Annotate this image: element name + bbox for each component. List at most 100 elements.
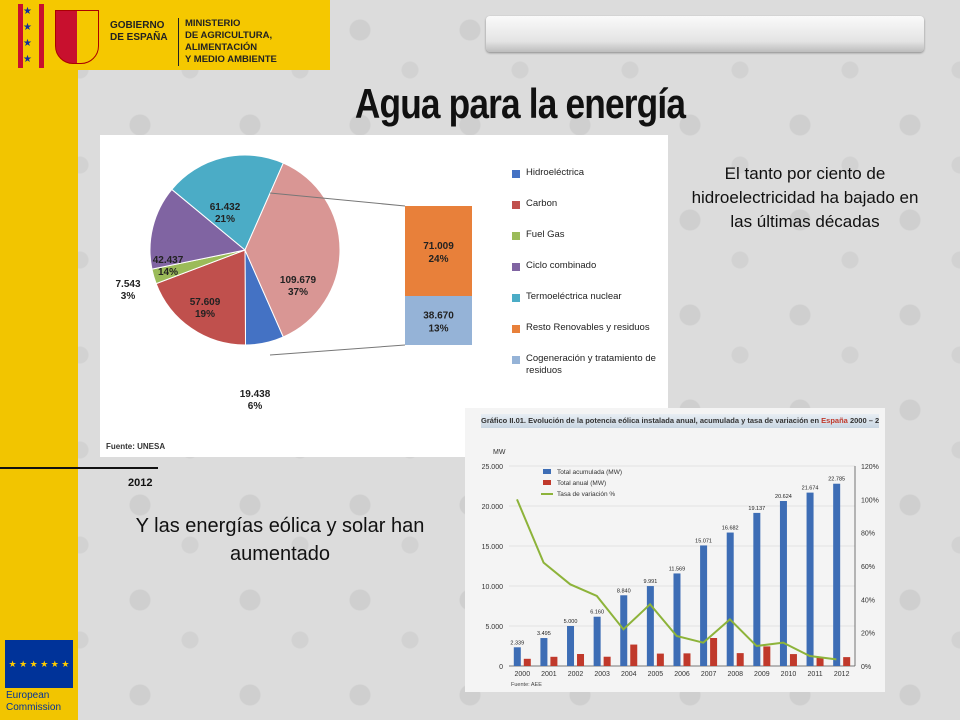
y2-tick-label: 60% [861,564,875,571]
bar-total-anual [603,656,611,666]
eu-label-line: Commission [6,702,62,713]
y2-tick-label: 0% [861,664,871,671]
breakout-segment [405,206,472,296]
legend-label: Ciclo combinado [526,260,597,271]
rate-line [516,498,837,661]
legend-swatch [512,356,520,364]
bar-data-label: 8.840 [617,588,631,594]
chart-title-years: 2000 – 2012 [849,416,879,425]
bar-total-acumulada [753,512,761,666]
x-tick-label: 2007 [701,671,717,678]
x-tick-label: 2001 [541,671,557,678]
bar-total-anual [843,657,851,666]
bar-data-label: 6.160 [590,610,604,616]
bar-total-anual [789,654,797,666]
wind-chart-title: Gráfico II.01. Evolución de la potencia … [481,414,879,428]
breakout-pct-label: 13% [428,323,448,334]
bar-total-anual [736,653,744,666]
legend-label: Total acumulada (MW) [557,469,622,476]
chart-source: Fuente: AEE [511,682,542,688]
bar-data-label: 9.991 [643,579,657,585]
pie-value-label: 19.438 [240,389,271,400]
x-tick-label: 2004 [621,671,637,678]
pie-pct-label: 37% [288,287,308,298]
slide-title: Agua para la energía [354,80,686,127]
y-tick-label: 5.000 [485,624,503,631]
star-icon: ★ [23,54,32,65]
bar-total-anual [656,653,664,666]
pie-pct-label: 21% [215,214,235,225]
bar-data-label: 3.495 [537,631,551,637]
bar-data-label: 20.624 [775,494,792,500]
pie-value-label: 57.609 [190,297,221,308]
bar-data-label: 15.071 [695,538,712,544]
eu-label-line: European [6,690,50,701]
bar-total-acumulada [593,616,601,666]
ministerio-line: MINISTERIO [185,18,241,29]
legend-label: Fuel Gas [526,229,565,240]
bar-total-acumulada [700,545,708,666]
hydro-note: El tanto por ciento de hidroelectricidad… [691,164,919,231]
x-tick-label: 2000 [515,671,531,678]
bar-total-acumulada [513,647,521,666]
divider-line [0,467,158,469]
y-axis-label: MW [493,449,506,456]
legend-swatch [543,469,551,474]
wind-solar-note: Y las energías eólica y solar han aument… [135,515,425,565]
bar-total-acumulada [673,573,681,666]
wind-chart-panel: Gráfico II.01. Evolución de la potencia … [465,408,885,692]
pie-pct-label: 19% [195,309,215,320]
ministerio-label: MINISTERIO DE AGRICULTURA, ALIMENTACIÓN … [178,18,330,66]
legend-swatch [512,294,520,302]
connector-line [269,192,406,207]
bar-data-label: 19.137 [748,506,765,512]
breakout-value-label: 71.009 [423,241,454,252]
bar-data-label: 2.339 [510,640,524,646]
y2-tick-label: 100% [861,497,879,504]
star-icon: ★ [23,38,32,49]
left-yellow-band [0,0,78,720]
gobierno-line: DE ESPAÑA [110,32,168,43]
bar-total-anual [763,646,771,666]
spain-flag-icon: ★ ★ ★ ★ [18,4,44,68]
bar-data-label: 16.682 [722,526,739,532]
legend-item: Carbon [512,198,668,229]
bar-total-acumulada [806,492,814,666]
bar-data-label: 21.674 [802,486,819,492]
gobierno-line: GOBIERNO [110,20,165,31]
x-tick-label: 2010 [781,671,797,678]
bar-total-acumulada [726,532,734,666]
pie-value-label: 7.543 [115,279,140,290]
x-tick-label: 2012 [834,671,850,678]
bar-total-acumulada [646,586,654,666]
x-tick-label: 2005 [648,671,664,678]
legend-swatch [512,325,520,333]
eu-stars-icon: ★ ★ ★ ★ ★ ★ [8,659,70,669]
legend-item: Hidroeléctrica [512,167,668,198]
chart-title-prefix: Gráfico II.01. [481,416,527,425]
bar-total-anual [577,654,585,666]
legend-item: Cogeneración y tratamiento de residuos [512,353,668,384]
x-tick-label: 2009 [754,671,770,678]
y-tick-label: 25.000 [482,464,504,471]
bar-total-anual [710,638,718,666]
bar-total-anual [523,658,531,666]
legend-label: Hidroeléctrica [526,167,585,178]
legend-label: Cogeneración y tratamiento de residuos [526,353,656,376]
legend-swatch [512,263,520,271]
legend-item: Fuel Gas [512,229,668,260]
breakout-value-label: 38.670 [423,310,454,321]
pie-source: Fuente: UNESA [106,442,166,451]
y2-tick-label: 20% [861,631,875,638]
x-tick-label: 2008 [727,671,743,678]
eu-flag-icon: ★ ★ ★ ★ ★ ★ [5,640,73,688]
wind-chart: MW 0 5.000 10.000 15.000 20.000 25.000 0% 20% 40%… [482,449,879,688]
legend-swatch [543,480,551,485]
bar-total-anual [816,657,824,666]
star-icon: ★ [23,22,32,33]
breakout-segment [405,295,472,345]
star-icon: ★ [23,6,32,17]
breakout-pct-label: 24% [428,254,448,265]
pie-value-label: 109.679 [280,275,317,286]
bar-total-anual [630,644,638,666]
